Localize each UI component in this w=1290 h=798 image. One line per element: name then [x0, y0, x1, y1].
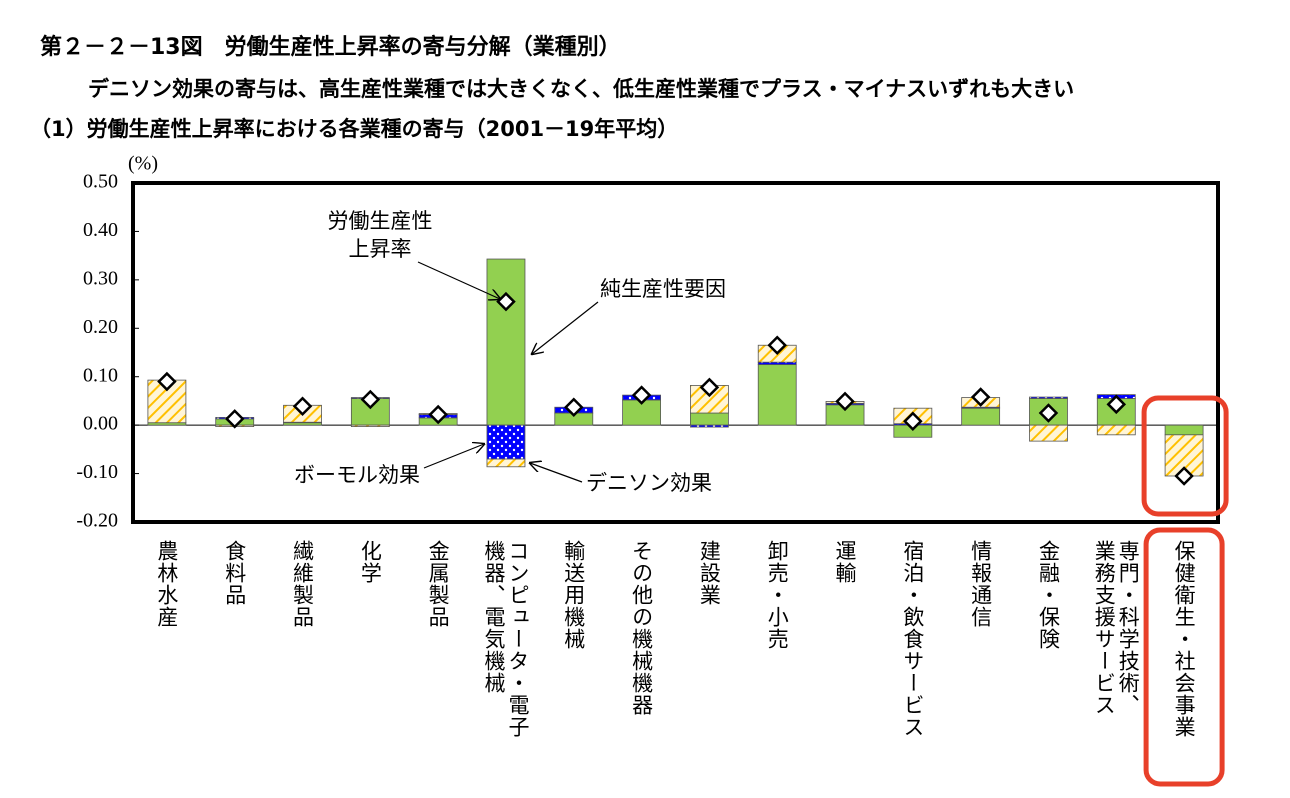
x-tick-label: 繊維製品 [290, 540, 315, 628]
diamond-marker [903, 411, 923, 432]
diamond-marker [292, 396, 313, 417]
annotation-arrow [530, 463, 583, 483]
annotation-line: 上昇率 [349, 237, 412, 261]
bar-segment [690, 412, 729, 426]
x-tick-label: 情報通信 [968, 540, 993, 628]
bar-segment [1029, 396, 1068, 399]
diamond-marker [1106, 394, 1127, 415]
annotation-line: 労働生産性 [328, 209, 433, 233]
y-tick-label: 0.40 [83, 219, 118, 241]
bar-segment [690, 424, 729, 428]
bar-segment [1096, 424, 1136, 436]
y-tick-label: 0.30 [83, 267, 118, 289]
panel-title: （1）労働生産性上昇率における各業種の寄与（2001－19年平均） [30, 117, 678, 141]
bar-segment [757, 364, 797, 426]
x-tick-label: 運輸 [833, 540, 858, 584]
diamond-marker [360, 389, 381, 410]
x-tick-label: 卸売・小売 [765, 540, 790, 650]
y-axis-label: (%) [128, 153, 158, 175]
diamond-marker [428, 404, 448, 425]
x-tick-label: 化学 [358, 540, 383, 584]
annotation: デニソン効果 [586, 471, 712, 495]
x-tick-label: 宿泊・飲食サービス [900, 540, 925, 738]
chart-subtitle: デニソン効果の寄与は、高生産性業種では大きくなく、低生産性業種でプラス・マイナス… [88, 77, 1074, 101]
x-tick-label: コンピュータ・電子 機器、電気機械 [481, 540, 530, 738]
annotation-arrow [423, 444, 484, 469]
annotation: 純生産性要因 [600, 277, 726, 301]
diamond-marker [224, 409, 245, 429]
diamond-marker [970, 387, 991, 407]
y-tick-label: 0.10 [83, 364, 118, 386]
annotation: ボーモル効果 [294, 463, 420, 487]
bar-segment [486, 258, 526, 426]
bar-segment [961, 407, 1001, 426]
y-tick-label: 0.20 [83, 316, 118, 338]
diamond-marker [1038, 403, 1059, 423]
annotation-arrow [532, 301, 599, 354]
plot-frame [131, 181, 1220, 524]
x-tick-label: 専門・科学技術、 業務支援サービス [1092, 540, 1141, 716]
y-tick-label: 0.00 [83, 413, 118, 435]
x-tick-label: 農林水産 [154, 540, 179, 628]
y-tick-label: 0.50 [83, 171, 118, 193]
highlight-box [1141, 395, 1229, 517]
y-tick-label: -0.10 [76, 461, 118, 483]
diamond-marker [767, 335, 787, 356]
chart-title: 第２－２－13図 労働生産性上昇率の寄与分解（業種別） [40, 34, 621, 60]
diamond-marker [564, 397, 584, 417]
bar-segment [350, 424, 390, 427]
y-tick-label: -0.20 [76, 510, 118, 532]
x-tick-label: 食料品 [222, 540, 247, 606]
x-tick-label: 金融・保険 [1036, 540, 1061, 650]
x-tick-label: 保健衛生・社会事業 [1172, 540, 1197, 738]
x-tick-label: 金属製品 [426, 540, 451, 628]
annotation: 労働生産性上昇率 [328, 209, 433, 261]
bar-segment [486, 424, 526, 460]
annotation-arrow [417, 261, 500, 299]
x-tick-label: 建設業 [697, 540, 722, 606]
diamond-marker [631, 385, 652, 405]
bar-segment [1029, 424, 1068, 442]
bar-segment [486, 458, 526, 468]
highlight-box [1143, 527, 1225, 787]
diamond-marker [699, 377, 720, 398]
diamond-marker [1174, 466, 1194, 486]
diamond-marker [157, 371, 177, 392]
diamond-marker [835, 391, 855, 412]
x-tick-label: その他の機械機器 [629, 540, 654, 716]
x-tick-label: 輸送用機械 [561, 540, 586, 650]
bar-segment [147, 379, 187, 424]
bar-segment [1164, 424, 1204, 436]
